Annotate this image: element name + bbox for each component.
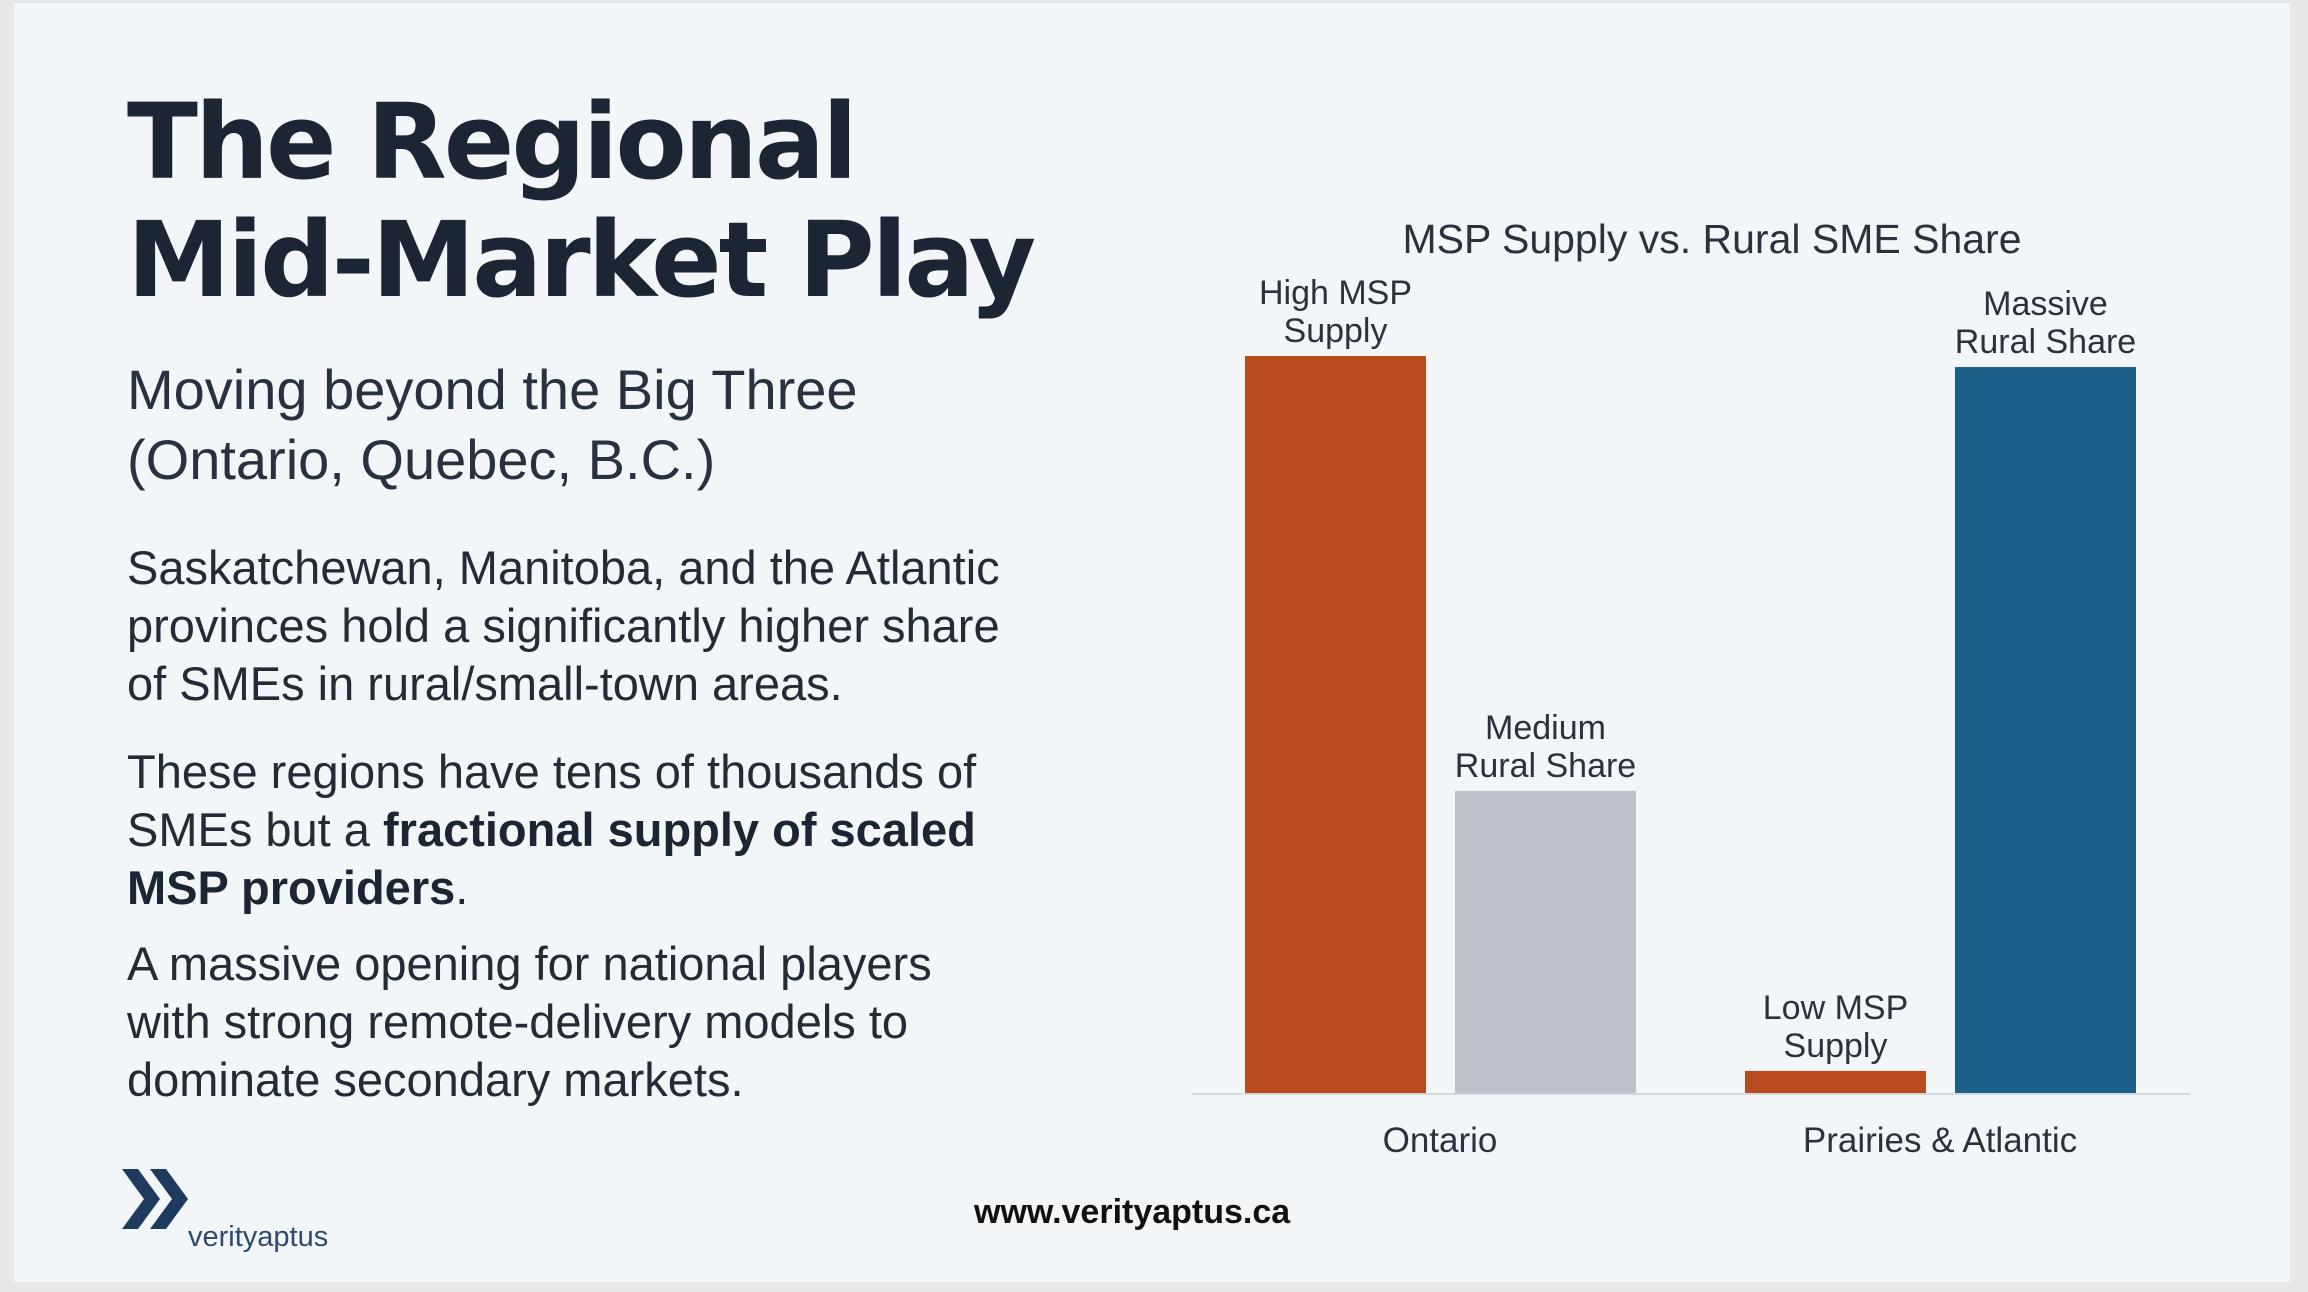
bar-label-line: Massive bbox=[1983, 285, 2108, 323]
chevrons-logo-icon bbox=[122, 1169, 188, 1229]
paragraph-msp-supply: These regions have tens of thousands of … bbox=[127, 743, 1127, 917]
bar-3 bbox=[1745, 1070, 1926, 1093]
paragraph-rural-share: Saskatchewan, Manitoba, and the Atlantic… bbox=[127, 539, 1127, 713]
paragraph-line: A massive opening for national players bbox=[127, 937, 932, 990]
bar-label-line: Rural Share bbox=[1955, 323, 2136, 361]
bar-2 bbox=[1455, 790, 1636, 1093]
paragraph-text: . bbox=[455, 861, 469, 914]
subtitle-line-1: Moving beyond the Big Three bbox=[127, 358, 858, 421]
subtitle-line-2: (Ontario, Quebec, B.C.) bbox=[127, 428, 716, 491]
bar-label-1: High MSP Supply bbox=[1259, 274, 1412, 350]
bar-label-line: Low MSP bbox=[1763, 989, 1909, 1027]
bar-label-line: Supply bbox=[1784, 1027, 1888, 1065]
x-tick-label-1: Ontario bbox=[1383, 1121, 1498, 1160]
bar-4 bbox=[1955, 367, 2136, 1093]
paragraph-emphasis: MSP providers bbox=[127, 861, 456, 914]
bar-label-line: High MSP bbox=[1259, 274, 1412, 312]
paragraph-line: dominate secondary markets. bbox=[127, 1053, 744, 1106]
bar-label-4: Massive Rural Share bbox=[1955, 285, 2136, 361]
paragraph-line: with strong remote-delivery models to bbox=[127, 995, 909, 1048]
paragraph-line: Saskatchewan, Manitoba, and the Atlantic bbox=[127, 541, 1000, 594]
bar-label-line: Rural Share bbox=[1455, 747, 1636, 785]
paragraph-text: SMEs but a bbox=[127, 803, 383, 856]
paragraph-line: SMEs but a fractional supply of scaled bbox=[127, 801, 1127, 859]
slide: The Regional Mid-Market Play Moving beyo… bbox=[14, 3, 2290, 1282]
slide-subtitle: Moving beyond the Big Three (Ontario, Qu… bbox=[127, 355, 1127, 495]
paragraph-line: of SMEs in rural/small-town areas. bbox=[127, 657, 843, 710]
bar-label-3: Low MSP Supply bbox=[1763, 989, 1909, 1065]
title-line-1: The Regional bbox=[127, 81, 858, 203]
website-url[interactable]: www.verityaptus.ca bbox=[974, 1193, 1291, 1231]
bar-label-2: Medium Rural Share bbox=[1455, 709, 1636, 785]
bar-1 bbox=[1245, 356, 1426, 1093]
bar-label-line: Supply bbox=[1284, 312, 1388, 350]
paragraph-line: MSP providers. bbox=[127, 859, 1127, 917]
chart-title: MSP Supply vs. Rural SME Share bbox=[1402, 216, 2021, 262]
logo-text: verityaptus bbox=[188, 1221, 329, 1253]
paragraph-emphasis: fractional supply of scaled bbox=[383, 803, 976, 856]
bar-label-line: Medium bbox=[1485, 709, 1606, 747]
title-line-2: Mid-Market Play bbox=[127, 199, 1036, 321]
x-tick-label-2: Prairies & Atlantic bbox=[1803, 1121, 2077, 1160]
paragraph-opening: A massive opening for national players w… bbox=[127, 935, 1127, 1109]
paragraph-line: These regions have tens of thousands of bbox=[127, 745, 977, 798]
paragraph-line: provinces hold a significantly higher sh… bbox=[127, 599, 1000, 652]
slide-title: The Regional Mid-Market Play bbox=[127, 83, 1127, 319]
